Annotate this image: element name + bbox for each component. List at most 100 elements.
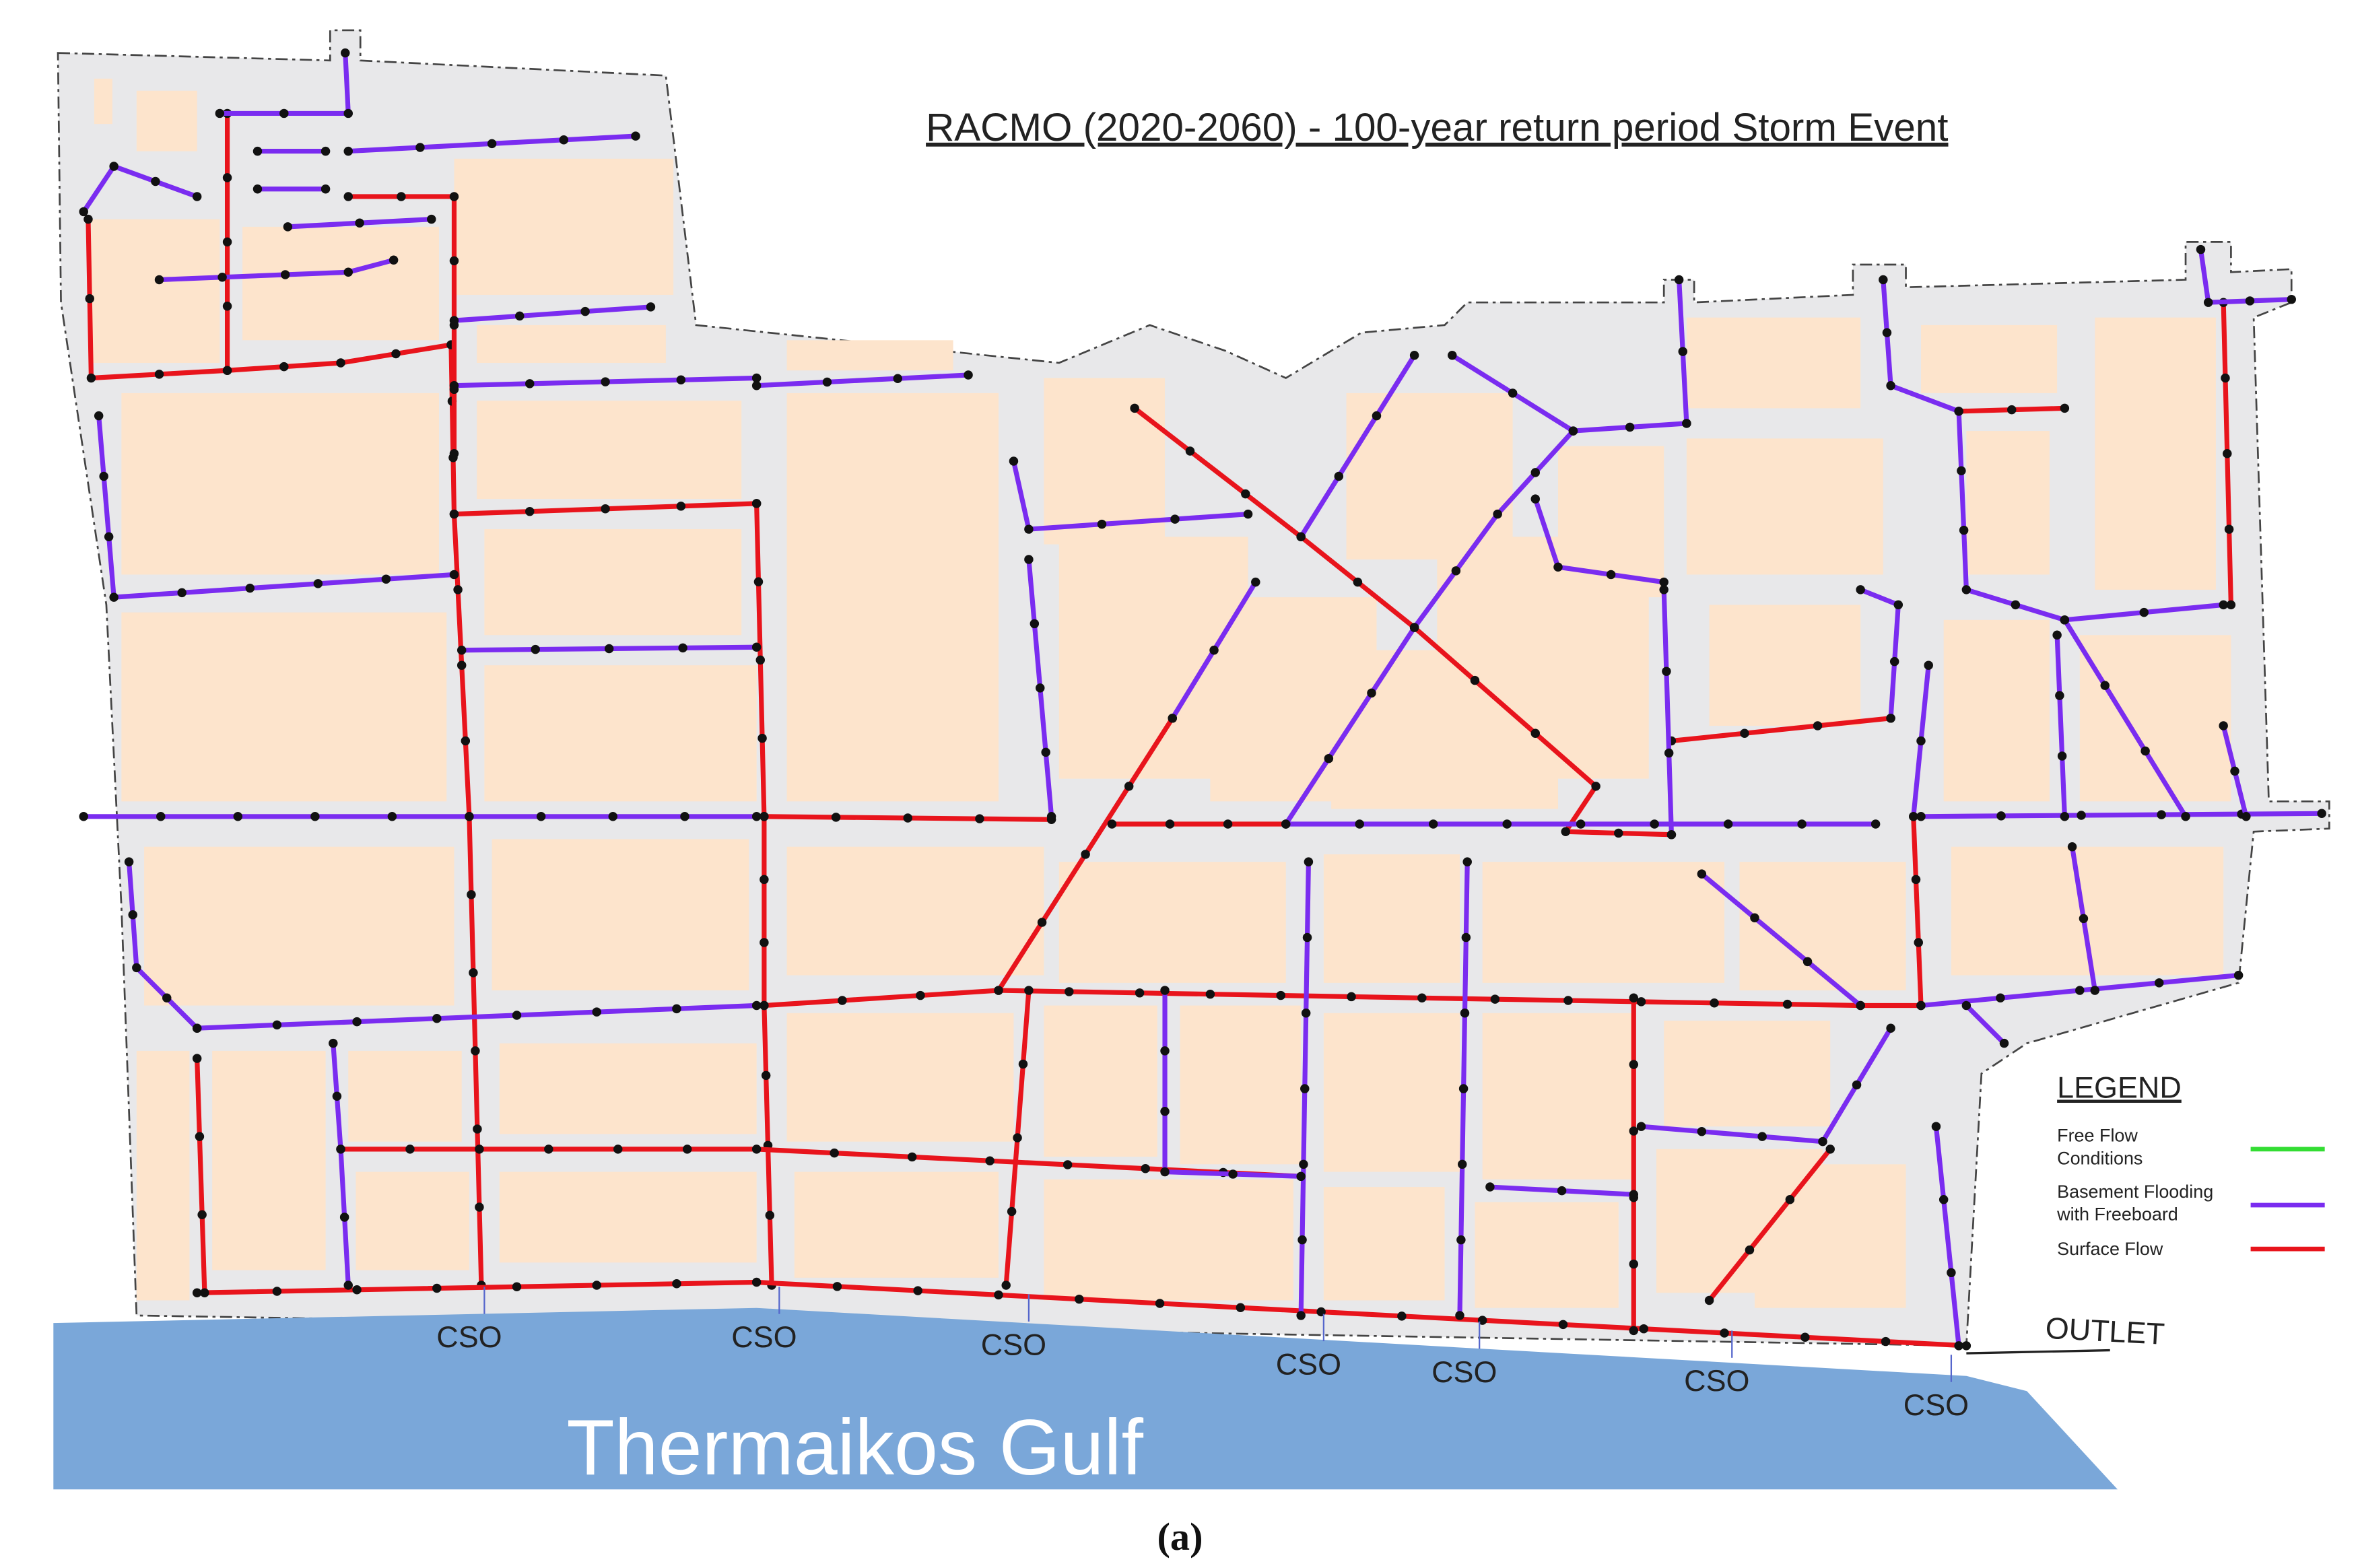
manhole — [1276, 990, 1285, 1000]
manhole — [760, 938, 769, 947]
manhole — [2060, 403, 2070, 413]
block — [1323, 1187, 1445, 1301]
manhole — [1557, 1186, 1567, 1196]
manhole — [913, 1286, 922, 1295]
manhole — [1409, 351, 1419, 360]
manhole — [1852, 1080, 1862, 1090]
pipe — [1707, 1147, 1833, 1302]
manhole — [99, 471, 108, 481]
manhole — [536, 812, 546, 821]
manhole — [465, 812, 474, 821]
pipe — [1661, 589, 1675, 835]
manhole — [1931, 1122, 1941, 1131]
manhole — [682, 1145, 692, 1154]
block — [1686, 438, 1883, 575]
manhole — [2241, 812, 2251, 821]
manhole — [608, 812, 618, 821]
manhole — [1297, 1235, 1307, 1245]
pipe — [454, 304, 651, 323]
manhole — [154, 275, 164, 285]
manhole — [79, 812, 88, 821]
manhole — [1889, 656, 1899, 667]
manhole — [1170, 514, 1180, 524]
manhole — [544, 1145, 553, 1154]
manhole — [336, 1145, 345, 1154]
manhole — [1938, 1195, 1949, 1204]
manhole — [1458, 1084, 1469, 1093]
manhole — [215, 108, 225, 118]
manhole — [321, 184, 331, 194]
manhole — [1135, 988, 1145, 998]
manhole — [151, 176, 160, 186]
manhole — [1999, 1038, 2009, 1048]
pipe — [1700, 872, 1862, 1008]
manhole — [1243, 509, 1253, 519]
manhole — [192, 1023, 202, 1033]
manhole — [1236, 1303, 1246, 1312]
manhole — [432, 1283, 442, 1293]
block — [1346, 393, 1513, 559]
block — [121, 612, 447, 802]
manhole — [672, 1004, 681, 1014]
manhole — [461, 736, 471, 746]
manhole — [449, 316, 459, 325]
block — [2079, 635, 2231, 802]
manhole — [916, 990, 925, 1000]
manhole — [1697, 869, 1707, 879]
manhole — [525, 506, 535, 516]
manhole — [1757, 1132, 1767, 1141]
manhole — [1954, 407, 1963, 416]
manhole — [195, 1132, 205, 1141]
manhole — [1075, 1294, 1084, 1304]
manhole — [1916, 1000, 1926, 1011]
manhole — [515, 311, 525, 321]
manhole — [1165, 819, 1175, 829]
manhole — [1160, 1167, 1170, 1177]
manhole — [1024, 986, 1034, 995]
pipe — [1964, 1003, 2007, 1046]
manhole — [387, 812, 397, 821]
manhole — [1797, 819, 1807, 829]
manhole — [1281, 819, 1291, 829]
manhole — [1961, 1341, 1971, 1351]
manhole — [449, 509, 459, 519]
manhole — [907, 1152, 917, 1162]
manhole — [192, 1288, 202, 1297]
manhole — [1409, 623, 1419, 632]
pipe — [1671, 716, 1891, 744]
manhole — [1723, 819, 1733, 829]
manhole — [580, 306, 590, 316]
block — [1323, 1013, 1460, 1172]
legend-title: LEGEND — [2057, 1070, 2182, 1105]
manhole — [676, 375, 686, 385]
manhole — [1397, 1311, 1407, 1321]
manhole — [1007, 1206, 1017, 1217]
block — [786, 393, 999, 802]
block — [242, 226, 440, 341]
manhole — [1785, 1195, 1795, 1204]
manhole — [893, 374, 903, 383]
manhole — [197, 1210, 207, 1219]
manhole — [449, 380, 459, 390]
manhole — [832, 1282, 842, 1291]
manhole — [475, 1145, 484, 1154]
manhole — [751, 1145, 762, 1154]
manhole — [1916, 812, 1926, 821]
block — [484, 665, 757, 802]
manhole — [1959, 525, 1969, 535]
manhole — [453, 585, 463, 594]
manhole — [1674, 275, 1684, 285]
manhole — [109, 592, 119, 602]
block — [1966, 431, 2050, 575]
manhole — [279, 108, 289, 118]
block — [1044, 378, 1166, 545]
manhole — [1036, 683, 1045, 693]
manhole — [1168, 714, 1178, 723]
manhole — [1223, 819, 1233, 829]
manhole — [1961, 1000, 1971, 1011]
manhole — [822, 377, 832, 387]
pipe — [1911, 816, 1924, 1006]
manhole — [1563, 996, 1573, 1005]
manhole — [1662, 667, 1671, 676]
legend-label: with Freeboard — [2056, 1204, 2178, 1224]
